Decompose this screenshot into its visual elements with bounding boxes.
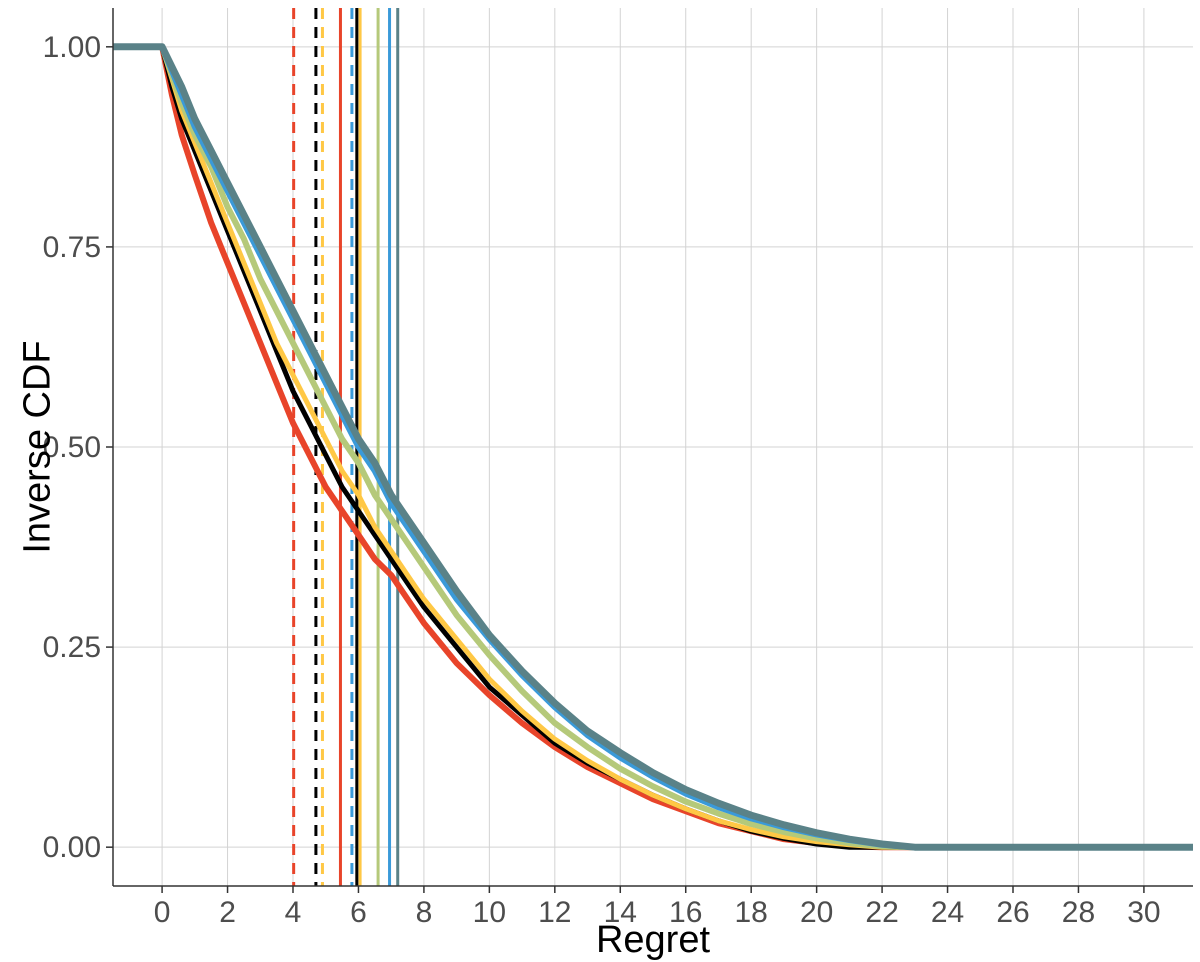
x-tick-label: 6 xyxy=(350,896,367,929)
x-tick-label: 0 xyxy=(154,896,171,929)
x-tick-label: 10 xyxy=(473,896,506,929)
y-tick-label: 0.00 xyxy=(43,831,101,864)
y-tick-label: 0.25 xyxy=(43,631,101,664)
x-tick-label: 24 xyxy=(931,896,964,929)
y-axis-title: Inverse CDF xyxy=(16,340,58,553)
x-tick-label: 8 xyxy=(416,896,433,929)
x-axis-title: Regret xyxy=(596,919,710,961)
x-tick-label: 20 xyxy=(800,896,833,929)
tick-labels: 0 2 4 6 8 10 12 14 16 18 20 22 24 26 28 300.000.250.500… xyxy=(43,31,1161,929)
x-tick-label: 18 xyxy=(734,896,767,929)
x-tick-label: 26 xyxy=(996,896,1029,929)
x-tick-label: 28 xyxy=(1062,896,1095,929)
x-tick-label: 14 xyxy=(604,896,637,929)
series-line-6 xyxy=(113,43,1193,851)
grid-lines xyxy=(113,8,1193,886)
y-tick-label: 0.50 xyxy=(43,431,101,464)
y-tick-label: 0.75 xyxy=(43,231,101,264)
x-tick-label: 16 xyxy=(669,896,702,929)
series-lines xyxy=(113,43,1193,851)
x-tick-label: 4 xyxy=(285,896,302,929)
x-tick-label: 2 xyxy=(219,896,236,929)
series-line-3 xyxy=(113,44,1193,850)
series-line-4 xyxy=(113,43,1193,851)
x-tick-label: 12 xyxy=(538,896,571,929)
y-tick-label: 1.00 xyxy=(43,31,101,64)
x-tick-label: 22 xyxy=(865,896,898,929)
x-tick-label: 30 xyxy=(1127,896,1160,929)
